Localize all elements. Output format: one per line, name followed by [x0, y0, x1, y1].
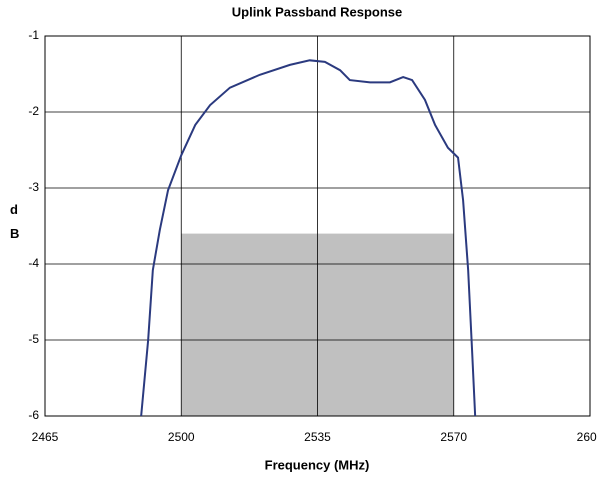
y-tick-label: -2: [28, 104, 39, 118]
plot-border: [44, 35, 591, 417]
x-axis-label: Frequency (MHz): [265, 457, 370, 472]
y-tick-label: -4: [28, 256, 39, 270]
y-tick-label: -1: [28, 28, 39, 42]
chart-title: Uplink Passband Response: [232, 4, 403, 19]
x-tick-label: 2605: [577, 430, 597, 444]
x-tick-label: 2500: [168, 430, 195, 444]
x-tick-label: 2570: [440, 430, 467, 444]
x-tick-label: 2465: [32, 430, 59, 444]
y-tick-label: -5: [28, 332, 39, 346]
x-tick-label: 2535: [304, 430, 331, 444]
y-tick-label: -6: [28, 408, 39, 422]
line-series: [140, 59, 477, 417]
y-axis-label: dB: [10, 202, 20, 241]
y-tick-label: -3: [28, 180, 39, 194]
